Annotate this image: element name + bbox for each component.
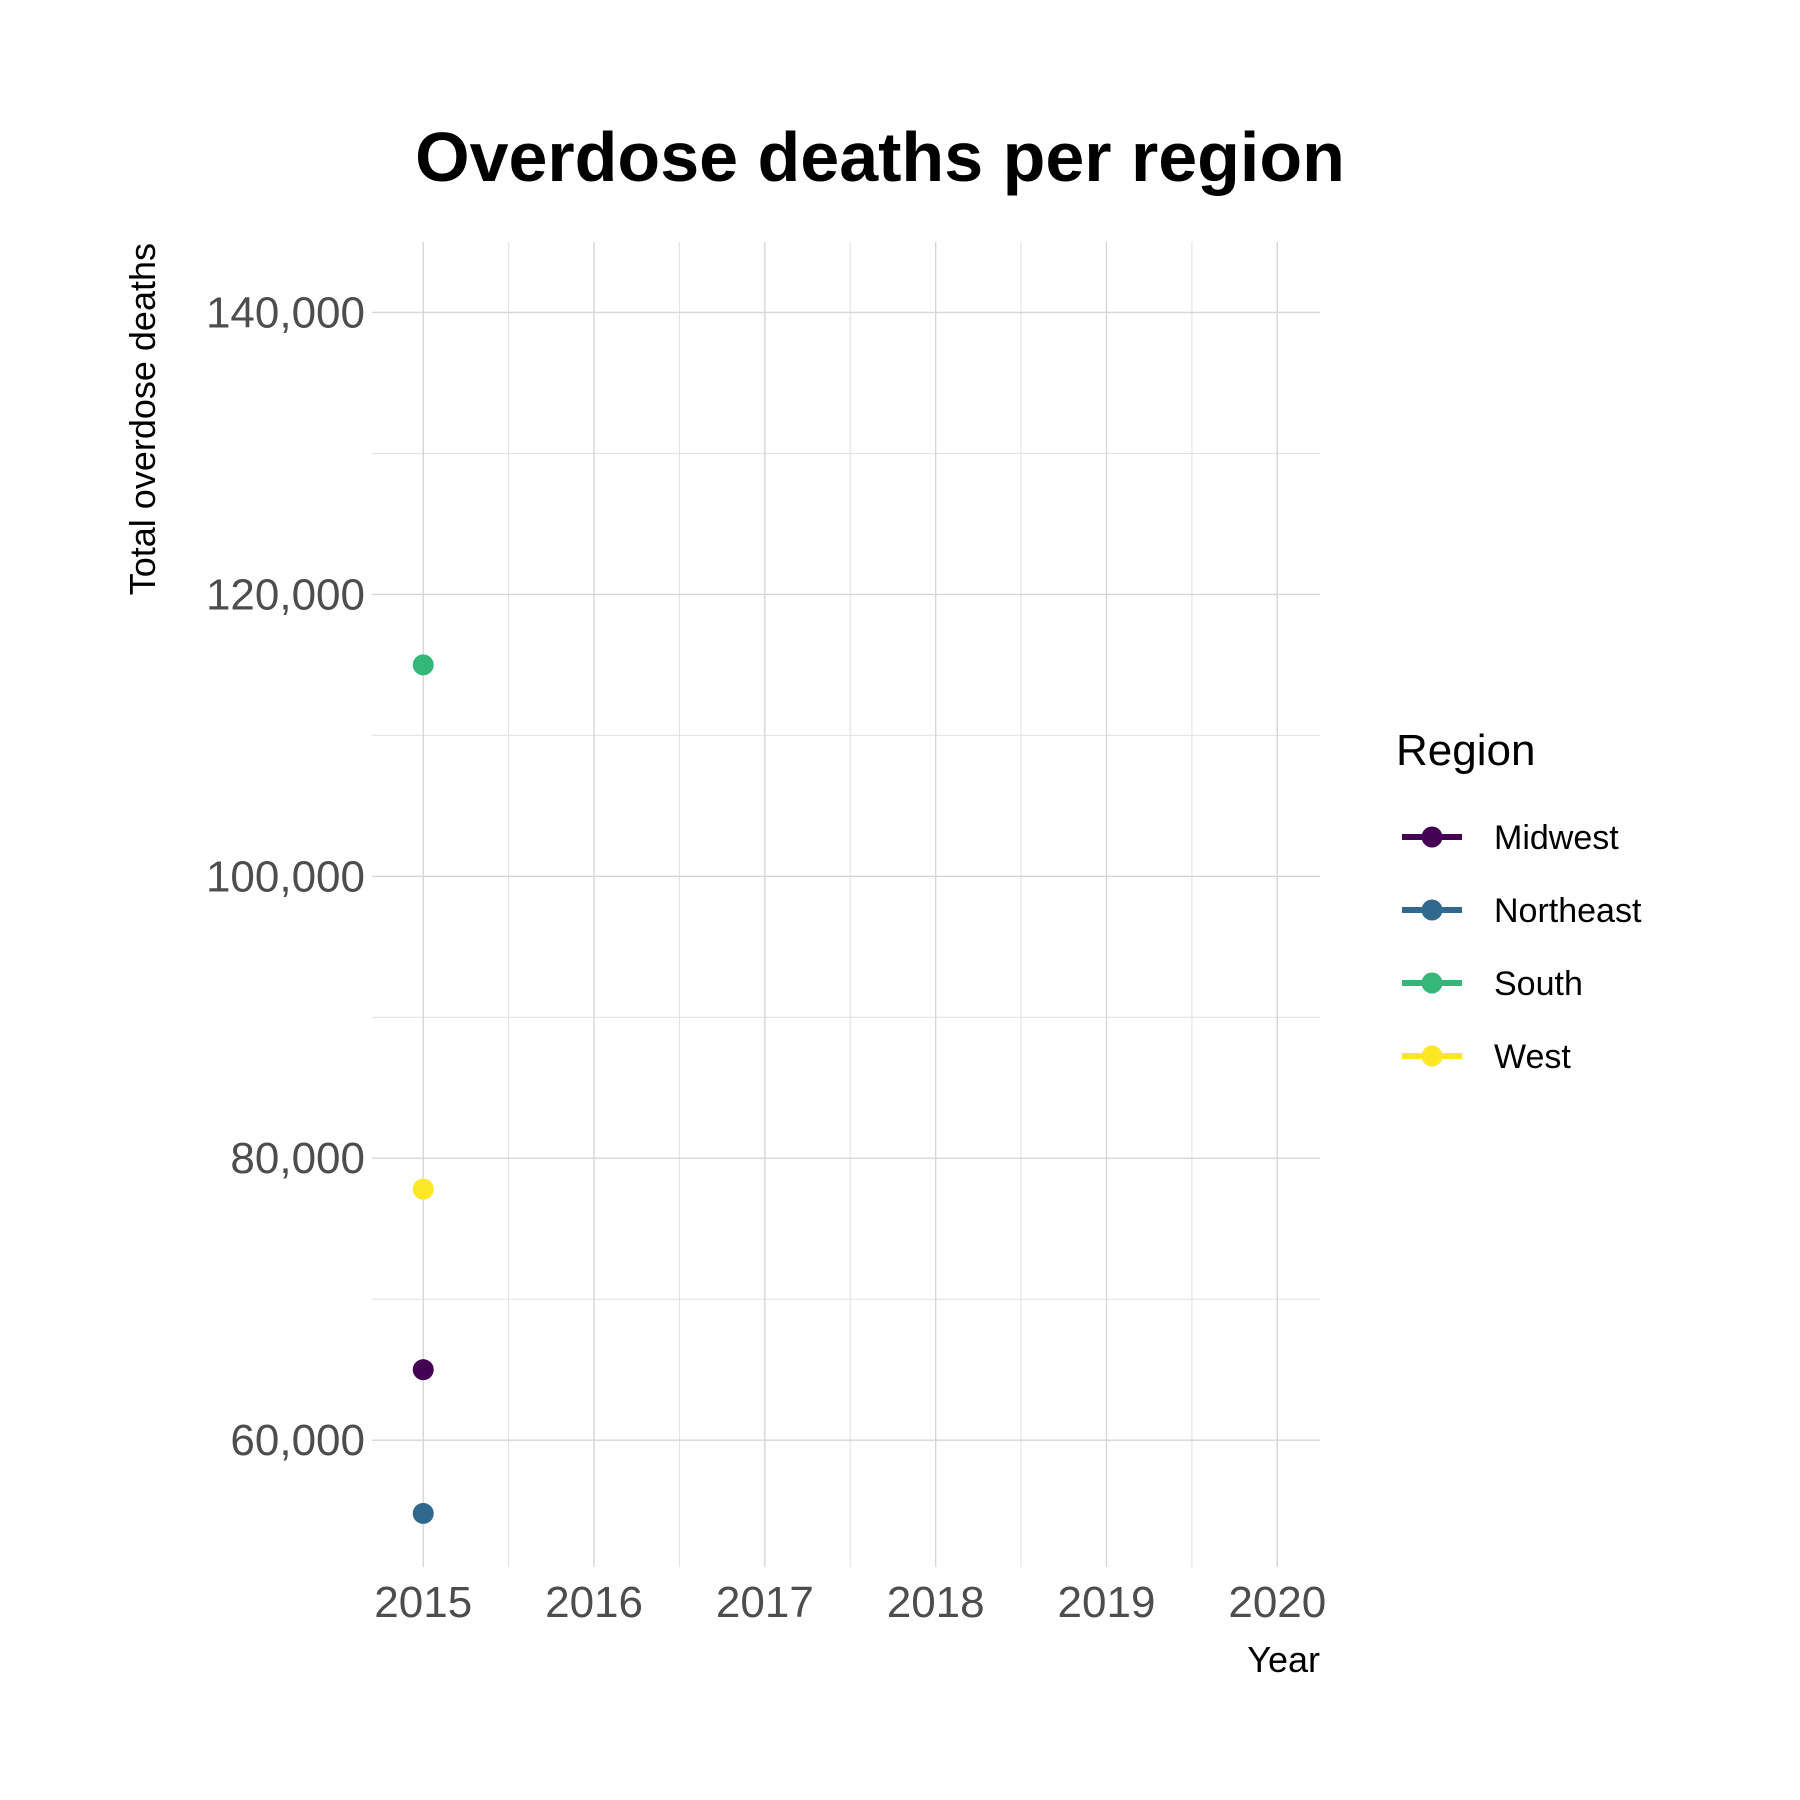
x-tick-label: 2018 xyxy=(887,1578,985,1627)
y-axis-ticks: 60,000 80,000 100,000 120,000 140,000 xyxy=(206,288,365,1465)
legend-title: Region xyxy=(1396,726,1535,775)
legend: Region Midwest Northeast South West xyxy=(1396,726,1642,1076)
legend-label: South xyxy=(1494,965,1583,1003)
x-tick-label: 2015 xyxy=(374,1578,472,1627)
y-axis-title: Total overdose deaths xyxy=(122,243,163,595)
legend-key-point xyxy=(1421,1045,1443,1067)
y-tick-label: 60,000 xyxy=(230,1416,365,1465)
x-tick-label: 2016 xyxy=(545,1578,643,1627)
legend-label: Northeast xyxy=(1494,892,1642,930)
x-tick-label: 2019 xyxy=(1058,1578,1156,1627)
legend-item-south: South xyxy=(1402,965,1583,1003)
grid xyxy=(372,242,1320,1567)
data-point-west xyxy=(412,1178,434,1200)
legend-label: Midwest xyxy=(1494,819,1619,857)
x-tick-label: 2017 xyxy=(716,1578,814,1627)
legend-items: Midwest Northeast South West xyxy=(1402,819,1642,1076)
x-axis-title: Year xyxy=(1247,1639,1320,1680)
y-tick-label: 140,000 xyxy=(206,288,365,337)
x-axis-ticks: 2015 2016 2017 2018 2019 2020 xyxy=(374,1578,1326,1627)
data-point-midwest xyxy=(412,1359,434,1381)
legend-item-northeast: Northeast xyxy=(1402,892,1642,930)
data-points xyxy=(412,654,434,1524)
y-tick-label: 100,000 xyxy=(206,852,365,901)
chart-title: Overdose deaths per region xyxy=(415,118,1345,196)
y-tick-label: 120,000 xyxy=(206,570,365,619)
x-tick-label: 2020 xyxy=(1228,1578,1326,1627)
legend-label: West xyxy=(1494,1038,1571,1076)
legend-key-point xyxy=(1421,899,1443,921)
data-point-northeast xyxy=(412,1502,434,1524)
legend-item-west: West xyxy=(1402,1038,1571,1076)
legend-key-point xyxy=(1421,826,1443,848)
legend-key-point xyxy=(1421,972,1443,994)
data-point-south xyxy=(412,654,434,676)
y-tick-label: 80,000 xyxy=(230,1134,365,1183)
legend-item-midwest: Midwest xyxy=(1402,819,1619,857)
